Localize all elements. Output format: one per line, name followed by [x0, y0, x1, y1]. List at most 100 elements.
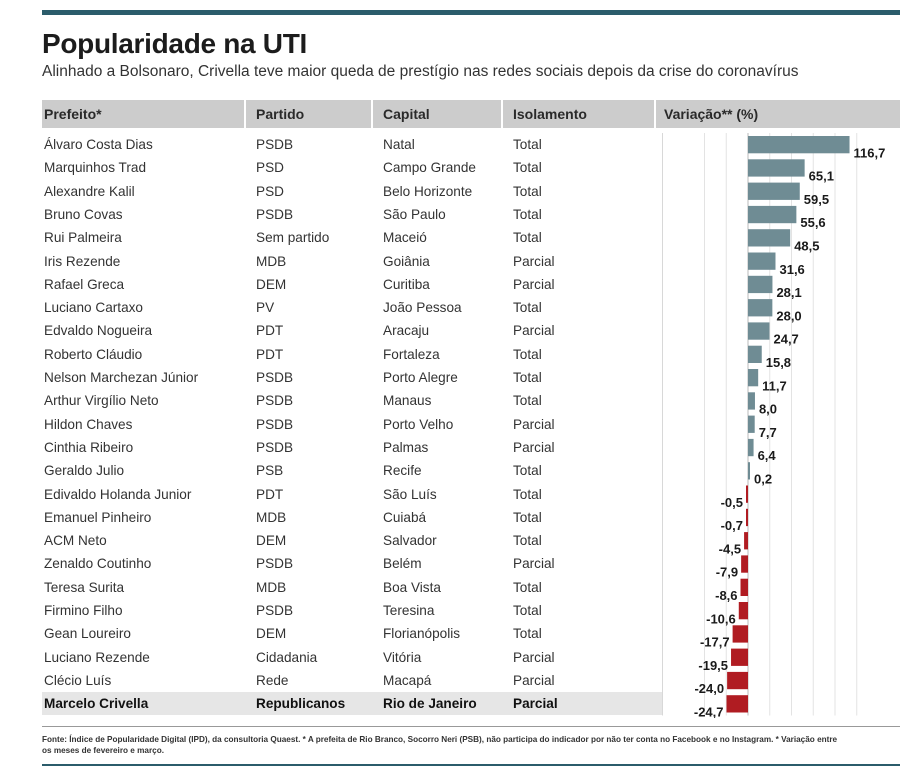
bar-positive [748, 462, 750, 480]
cell-capital: Porto Velho [383, 416, 454, 432]
bar-positive [748, 229, 791, 247]
bottom-rule-accent [42, 764, 900, 766]
cell-prefeito: Emanuel Pinheiro [44, 509, 152, 525]
bar-negative [738, 602, 748, 620]
bar-value-label: 7,7 [759, 425, 777, 440]
cell-isolamento: Total [513, 183, 542, 199]
cell-capital: Teresina [383, 603, 435, 618]
cell-prefeito: Edvaldo Nogueira [44, 323, 153, 339]
cell-isolamento: Parcial [513, 323, 555, 339]
cell-isolamento: Parcial [513, 696, 558, 712]
bar-value-label: -10,6 [706, 611, 736, 626]
cell-prefeito: Zenaldo Coutinho [44, 556, 152, 572]
cell-isolamento: Total [513, 486, 542, 502]
cell-prefeito: Marcelo Crivella [44, 696, 149, 712]
header-variacao: Variação** (%) [664, 106, 759, 122]
cell-capital: Porto Alegre [383, 370, 458, 385]
bar-value-label: -8,6 [715, 588, 737, 603]
cell-capital: Florianópolis [383, 626, 461, 642]
cell-isolamento: Total [513, 300, 542, 316]
bar-value-label: -0,7 [721, 518, 743, 533]
table-row: Marquinhos Trad PSD Campo Grande Total [42, 156, 662, 179]
header-capital: Capital [383, 106, 430, 122]
cell-isolamento: Total [513, 579, 542, 595]
cell-isolamento: Parcial [513, 672, 555, 688]
bar-value-label: 11,7 [762, 378, 787, 393]
bar-value-label: 15,8 [766, 355, 791, 370]
cell-isolamento: Total [513, 230, 542, 246]
bar-positive [748, 415, 755, 433]
table-row: Luciano Rezende Cidadania Vitória Parcial [42, 646, 662, 669]
cell-partido: MDB [256, 579, 287, 595]
bar-value-label: -0,5 [721, 495, 743, 510]
cell-partido: MDB [256, 253, 287, 269]
table-row: Cinthia Ribeiro PSDB Palmas Parcial [42, 436, 662, 459]
cell-partido: MDB [256, 509, 287, 525]
table-row: Bruno Covas PSDB São Paulo Total [42, 203, 662, 226]
table-row: Edivaldo Holanda Junior PDT São Luís Total [42, 483, 662, 506]
table-row: Álvaro Costa Dias PSDB Natal Total [42, 133, 662, 156]
cell-partido: DEM [256, 533, 287, 549]
table-row: Arthur Virgílio Neto PSDB Manaus Total [42, 389, 662, 412]
header-divider [654, 100, 656, 128]
cell-prefeito: Alexandre Kalil [44, 183, 135, 199]
bar-positive [748, 182, 800, 200]
bar-positive [748, 438, 754, 457]
bar-value-label: 31,6 [779, 262, 804, 277]
cell-partido: PDT [256, 486, 284, 502]
table-row: Rafael Greca DEM Curitiba Parcial [42, 273, 662, 296]
cell-capital: Aracaju [383, 323, 430, 339]
bar-value-label: 59,5 [804, 192, 829, 207]
cell-capital: Maceió [383, 230, 427, 246]
variation-chart-svg: 116,7 65,1 59,5 55,6 48,5 31,6 28,1 28,0 24,7 15,… [662, 133, 885, 719]
table-row: ACM Neto DEM Salvador Total [42, 529, 662, 552]
bar-value-label: -24,7 [694, 705, 724, 719]
bar-positive [748, 252, 776, 270]
cell-partido: PSB [256, 463, 284, 479]
cell-capital: Rio de Janeiro [383, 696, 477, 712]
cell-capital: Fortaleza [383, 346, 440, 362]
bar-negative [741, 555, 748, 573]
cell-partido: PSDB [256, 137, 294, 152]
cell-capital: Recife [383, 463, 422, 479]
header-prefeito: Prefeito* [44, 106, 102, 122]
cell-isolamento: Total [513, 370, 542, 385]
cell-partido: PSD [256, 183, 284, 199]
cell-isolamento: Total [513, 463, 542, 479]
cell-partido: PSDB [256, 416, 294, 432]
cell-partido: Sem partido [256, 230, 330, 246]
cell-partido: DEM [256, 626, 287, 642]
cell-isolamento: Total [513, 533, 542, 549]
cell-isolamento: Parcial [513, 416, 555, 432]
bar-negative [727, 671, 748, 690]
cell-capital: Manaus [383, 393, 432, 409]
chart-subtitle: Alinhado a Bolsonaro, Crivella teve maio… [42, 63, 799, 80]
header-divider [501, 100, 503, 128]
cell-capital: São Luís [383, 486, 437, 502]
bar-positive [748, 275, 773, 294]
cell-partido: Cidadania [256, 649, 318, 665]
bar-negative [731, 648, 748, 666]
bar-positive [748, 345, 762, 363]
table-row: Luciano Cartaxo PV João Pessoa Total [42, 296, 662, 319]
cell-partido: PDT [256, 323, 284, 339]
bar-negative [746, 485, 748, 503]
table-row: Nelson Marchezan Júnior PSDB Porto Alegre T… [42, 366, 662, 389]
cell-isolamento: Parcial [513, 556, 555, 572]
cell-isolamento: Total [513, 160, 542, 176]
cell-partido: PV [256, 300, 275, 316]
bar-value-label: -19,5 [698, 658, 728, 673]
cell-capital: Curitiba [383, 276, 430, 292]
cell-prefeito: Marquinhos Trad [44, 160, 147, 176]
header-divider [244, 100, 246, 128]
cell-isolamento: Total [513, 137, 542, 152]
cell-prefeito: Hildon Chaves [44, 416, 133, 432]
bar-positive [748, 136, 850, 154]
table-row: Teresa Surita MDB Boa Vista Total [42, 576, 662, 599]
table-row: Gean Loureiro DEM Florianópolis Total [42, 622, 662, 645]
cell-prefeito: Nelson Marchezan Júnior [44, 370, 199, 385]
cell-partido: Republicanos [256, 696, 346, 712]
bar-positive [748, 299, 773, 317]
cell-partido: PSDB [256, 206, 294, 222]
cell-capital: Belém [383, 556, 422, 572]
